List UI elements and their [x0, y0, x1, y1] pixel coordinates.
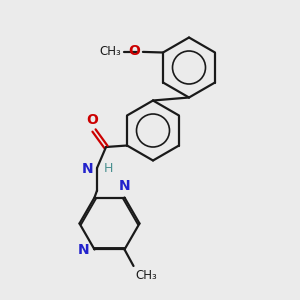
Text: N: N	[82, 162, 93, 176]
Text: H: H	[103, 161, 113, 175]
Text: N: N	[119, 179, 130, 193]
Text: N: N	[77, 243, 89, 257]
Text: O: O	[86, 113, 98, 127]
Text: CH₃: CH₃	[135, 269, 157, 282]
Text: O: O	[129, 44, 140, 58]
Text: CH₃: CH₃	[99, 45, 121, 58]
